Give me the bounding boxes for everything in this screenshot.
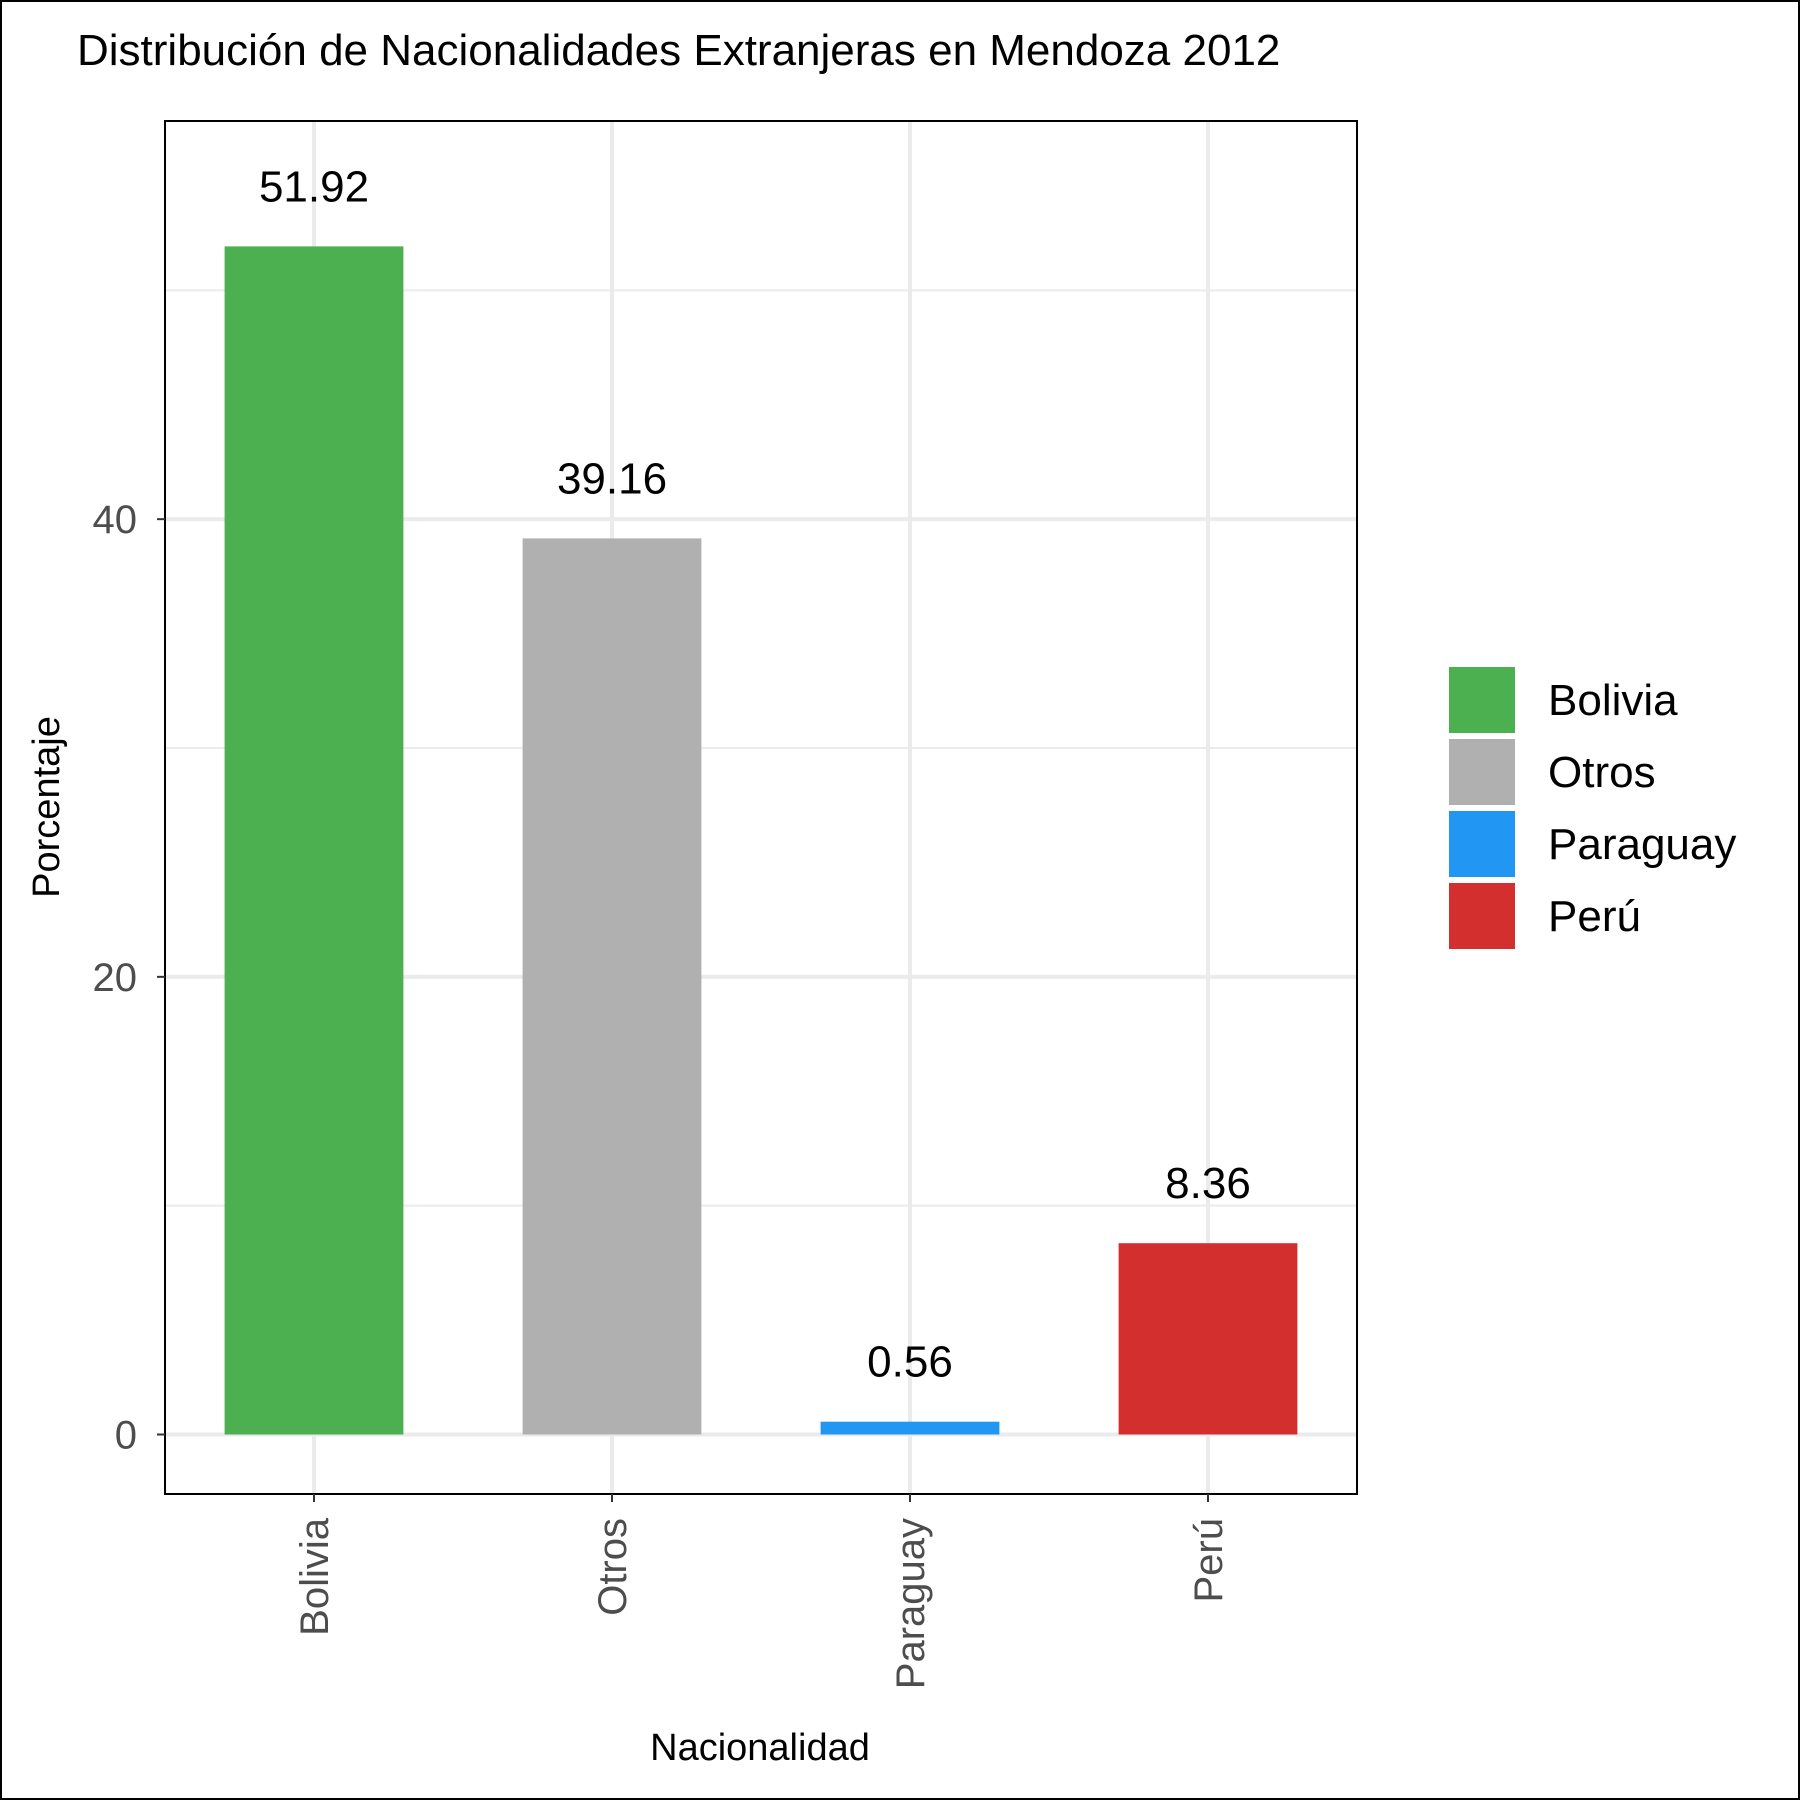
value-label: 51.92: [259, 162, 369, 211]
legend: Bolivia Otros Paraguay Perú: [1449, 667, 1736, 949]
bar-paraguay: [820, 1421, 1000, 1435]
value-label: 0.56: [867, 1338, 953, 1387]
legend-label: Paraguay: [1548, 820, 1736, 869]
y-axis-title: Porcentaje: [26, 716, 68, 898]
legend-label: Bolivia: [1548, 676, 1678, 725]
legend-swatch: [1449, 667, 1515, 733]
y-axis-ticks: 0 20 40: [93, 498, 165, 1458]
legend-swatch: [1449, 811, 1515, 877]
y-tick-label: 0: [115, 1414, 137, 1458]
bar-bolivia: [224, 246, 404, 1435]
legend-label: Perú: [1548, 892, 1641, 941]
legend-swatch: [1449, 883, 1515, 949]
value-label: 8.36: [1165, 1159, 1251, 1208]
bar-perú: [1118, 1243, 1298, 1435]
y-tick-label: 20: [93, 956, 138, 1000]
bar-otros: [522, 538, 702, 1435]
x-axis-title: Nacionalidad: [650, 1727, 870, 1769]
value-labels: 51.92 39.16 0.56 8.36: [259, 162, 1251, 1386]
x-tick-label: Bolivia: [293, 1517, 337, 1636]
x-axis-ticks: Bolivia Otros Paraguay Perú: [293, 1494, 1231, 1689]
x-tick-label: Otros: [591, 1518, 635, 1616]
value-label: 39.16: [557, 454, 667, 503]
x-tick-label: Paraguay: [889, 1518, 933, 1689]
chart-title: Distribución de Nacionalidades Extranjer…: [77, 26, 1280, 75]
legend-label: Otros: [1548, 748, 1656, 797]
legend-swatch: [1449, 739, 1515, 805]
bars: [224, 246, 1298, 1435]
x-tick-label: Perú: [1187, 1518, 1231, 1603]
y-tick-label: 40: [93, 498, 138, 542]
plot-panel-border: [164, 120, 1358, 1495]
